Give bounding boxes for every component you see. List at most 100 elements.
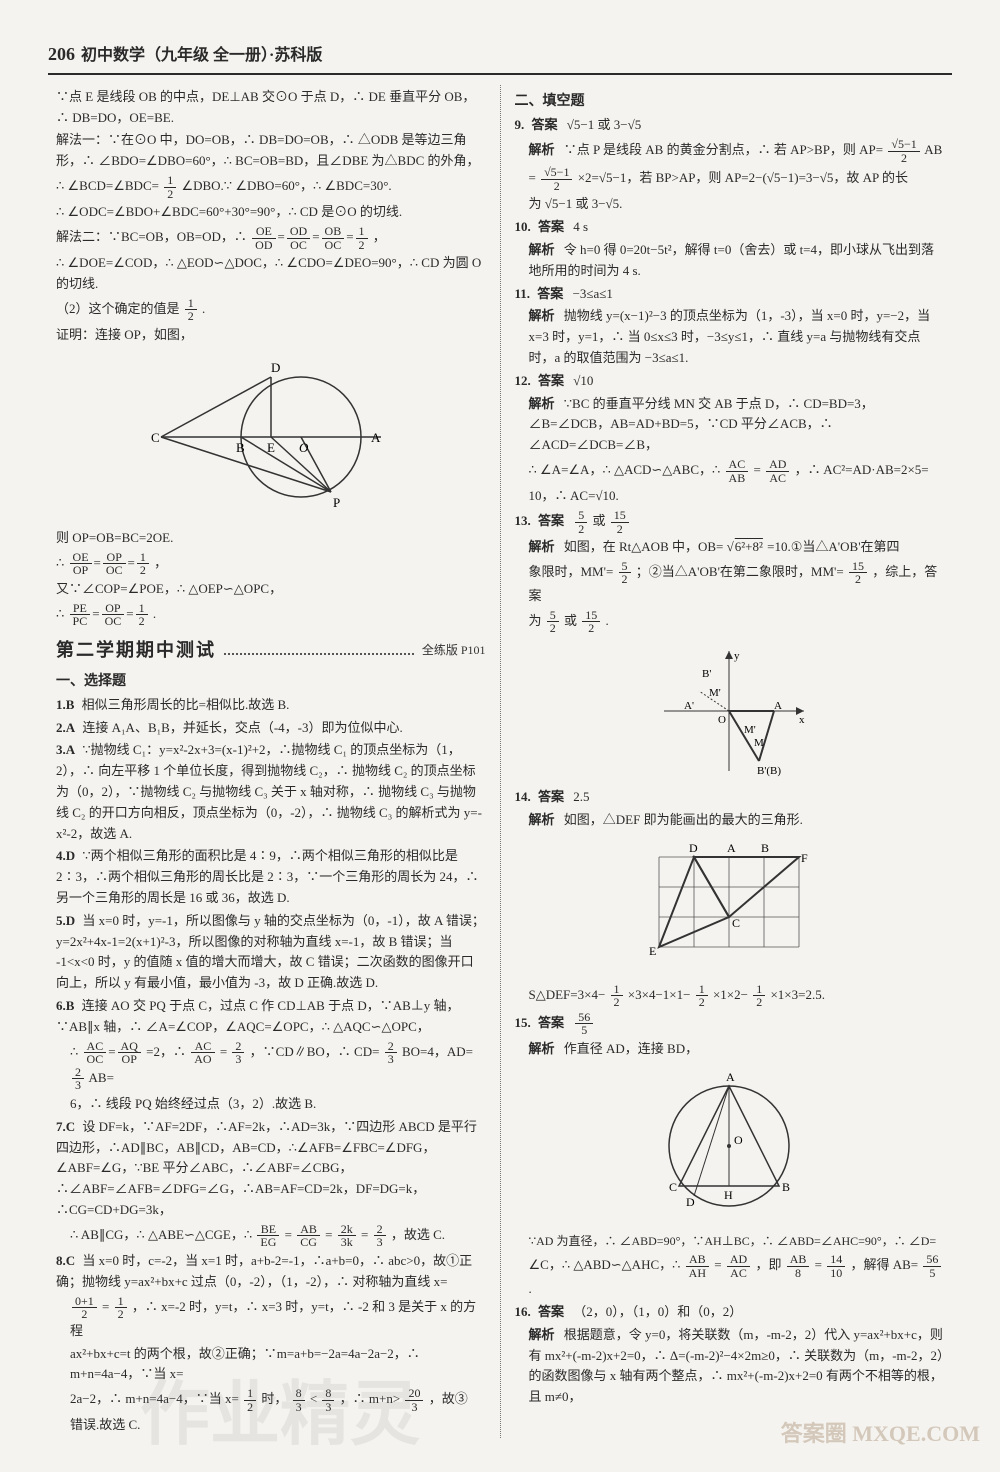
text: ∴ <box>70 1044 82 1059</box>
q9-jx: 解析 ∵点 P 是线段 AB 的黄金分割点，∴ 若 AP>BP，则 AP= √5… <box>515 138 945 164</box>
figure-coord: y B' M' A' O A x M' M B'(B) <box>644 641 814 781</box>
answer: −3≤a≤1 <box>573 286 613 301</box>
fig-label: M' <box>709 687 721 699</box>
q1: 1.B 相似三角形周长的比=相似比.故选 B. <box>56 695 486 716</box>
item-num: 10. <box>515 219 531 234</box>
text: = <box>102 1299 109 1314</box>
jiexi-label: 解析 <box>529 396 555 411</box>
q3: 3.A ∵抛物线 C₁：y=x²-2x+3=(x-1)²+2，∴抛物线 C₁ 的… <box>56 740 486 844</box>
fraction: 23 <box>385 1040 397 1066</box>
answer-label: 答案 <box>537 286 563 301</box>
fraction: 12 <box>115 1295 127 1321</box>
fraction: ABAH <box>686 1253 709 1279</box>
text: = <box>361 1227 368 1242</box>
q15-t2: ∵AD 为直径，∴ ∠ABD=90°，∵AH⊥BC，∴ ∠ABD=∠AHC=90… <box>515 1232 945 1251</box>
answer: 2.5 <box>573 789 589 804</box>
answer: （2，0），（1，0）和（0，2） <box>573 1304 742 1319</box>
fig-label: A' <box>684 700 694 712</box>
fig-label: O <box>299 440 309 455</box>
text: ，∴ AC²=AD·AB=2×5= <box>795 462 929 477</box>
q8: 8.C 当 x=0 时，c=-2，当 x=1 时，a+b-2=-1，∴a+b=0… <box>56 1251 486 1293</box>
q12: 12. 答案 √10 <box>515 371 945 392</box>
text: AB <box>924 142 942 157</box>
item-num: 2.A <box>56 720 75 735</box>
text: = <box>753 462 760 477</box>
item-num: 11. <box>515 286 531 301</box>
text: ，故选 C. <box>391 1227 445 1242</box>
text: 如图，△DEF 即为能画出的最大的三角形. <box>564 812 803 827</box>
q13: 13. 答案 52 或 152 <box>515 509 945 535</box>
figure-grid: D A B F E C <box>639 837 819 977</box>
text: 设 DF=k，∵AF=2DF，∴AF=2k，∴AD=3k，∵四边形 ABCD 是… <box>56 1119 477 1217</box>
para: 又∵∠COP=∠POE，∴ △OEP∽△OPC， <box>56 579 486 600</box>
text: 时， <box>261 1391 287 1406</box>
jiexi-label: 解析 <box>529 308 555 323</box>
fraction: OPOC <box>103 551 126 577</box>
text: ×1×3=2.5. <box>770 987 825 1002</box>
fig-label: C <box>732 916 740 930</box>
fraction: 23 <box>72 1066 84 1092</box>
fig-label: A <box>371 430 381 445</box>
q12-jx: 解析 ∵BC 的垂直平分线 MN 交 AB 于点 D，∴ CD=BD=3，∠B=… <box>515 394 945 456</box>
item-num: 12. <box>515 373 531 388</box>
text: ∴ <box>56 606 68 621</box>
fig-label: B <box>236 440 245 455</box>
fraction: 152 <box>849 560 867 586</box>
text: ， <box>154 555 167 570</box>
fraction: OBOC <box>322 225 345 251</box>
fig-label: C <box>669 1180 677 1194</box>
answer-label: 答案 <box>538 1304 564 1319</box>
para: ∴ PEPC=OPOC=12 . <box>56 602 486 628</box>
q15: 15. 答案 565 <box>515 1011 945 1037</box>
text: ，故③ <box>429 1391 468 1406</box>
fraction: 565 <box>575 1011 593 1037</box>
text: ∴ ∠A=∠A，∴ △ACD∽△ABC，∴ <box>529 462 724 477</box>
fraction: 152 <box>582 609 600 635</box>
text: . <box>202 301 205 316</box>
jiexi-label: 解析 <box>529 539 555 554</box>
fraction: 152 <box>611 509 629 535</box>
text: ∴ AB∥CG，∴ △ABE∽△CGE，∴ <box>70 1227 255 1242</box>
test-ref: 全练版 P101 <box>422 641 486 660</box>
q15-jx: 解析 作直径 AD，连接 BD， <box>515 1039 945 1060</box>
text: ， <box>373 229 386 244</box>
two-column-layout: ∵点 E 是线段 OB 的中点，DE⊥AB 交⊙O 于点 D，∴ DE 垂直平分… <box>48 85 952 1438</box>
fraction: ADAC <box>766 458 789 484</box>
q9-jx2: = √5−12 ×2=√5−1，若 BP>AP，则 AP=2−(√5−1)=3−… <box>515 166 945 192</box>
fig-label: B' <box>702 668 711 680</box>
text: . <box>529 1281 532 1296</box>
q8-eq2: ax²+bx+c=t 的两个根，故②正确；∵m=a+b=−2a=4a−2a−2，… <box>56 1344 486 1386</box>
fig-label: A <box>726 1070 735 1084</box>
section-title: 二、填空题 <box>515 91 945 113</box>
fraction: 83 <box>322 1387 334 1413</box>
left-column: ∵点 E 是线段 OB 的中点，DE⊥AB 交⊙O 于点 D，∴ DE 垂直平分… <box>48 85 501 1438</box>
text: 解法二：∵BC=OB，OB=OD，∴ <box>56 229 250 244</box>
fraction: AB8 <box>787 1253 810 1279</box>
fraction: 52 <box>575 509 587 535</box>
q14: 14. 答案 2.5 <box>515 787 945 808</box>
fig-label: F <box>801 851 808 865</box>
fig-label: E <box>649 944 656 958</box>
jiexi-label: 解析 <box>529 142 555 157</box>
figure-circle2: A D O C H B <box>644 1066 814 1226</box>
text: ∴ <box>56 555 68 570</box>
text: ×1×2− <box>713 987 748 1002</box>
test-name: 第二学期期中测试 <box>56 636 216 665</box>
fig-label: P <box>333 495 340 510</box>
jiexi-label: 解析 <box>529 1041 555 1056</box>
text: 根据题意，令 y=0，将关联数（m，-m-2，2）代入 y=ax²+bx+c，则… <box>529 1327 944 1404</box>
q10: 10. 答案 4 s <box>515 217 945 238</box>
q16-jx: 解析 根据题意，令 y=0，将关联数（m，-m-2，2）代入 y=ax²+bx+… <box>515 1325 945 1408</box>
text: 或 <box>593 513 606 528</box>
text: 令 h=0 得 0=20t−5t²，解得 t=0（舍去）或 t=4，即小球从飞出… <box>529 242 935 278</box>
fig-label: D <box>271 360 280 375</box>
text: ，∴ x=-2 时，y=t，∴ x=3 时，y=t，∴ -2 和 3 是关于 x… <box>70 1299 476 1338</box>
q13-jx: 解析 如图，在 Rt△AOB 中，OB= √6²+8² =10.①当△A'OB'… <box>515 537 945 558</box>
fraction: 203 <box>405 1387 423 1413</box>
fig-label: D <box>686 1195 695 1209</box>
fraction: ABCG <box>297 1223 320 1249</box>
answer-label: 答案 <box>538 1015 564 1030</box>
jiexi-label: 解析 <box>529 1327 555 1342</box>
text: 连接 A₁A、B₁B，并延长，交点（-4，-3）即为位似中心. <box>82 720 402 735</box>
fig-label: C <box>151 430 160 445</box>
